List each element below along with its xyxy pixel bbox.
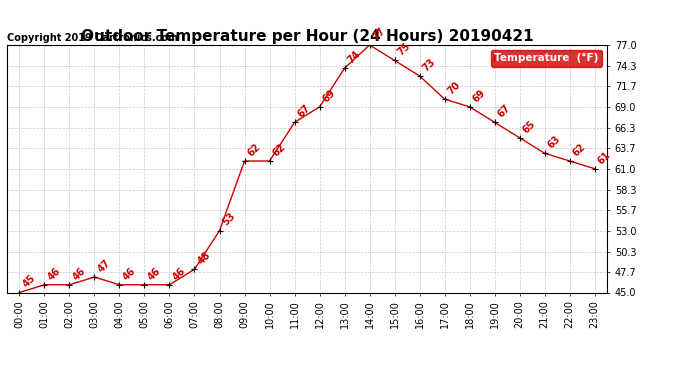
Text: 47: 47 bbox=[96, 258, 112, 274]
Text: 53: 53 bbox=[221, 211, 237, 228]
Text: 45: 45 bbox=[21, 273, 37, 290]
Text: 62: 62 bbox=[271, 142, 288, 158]
Text: 62: 62 bbox=[246, 142, 262, 158]
Text: 65: 65 bbox=[521, 118, 538, 135]
Text: 73: 73 bbox=[421, 57, 437, 73]
Text: 46: 46 bbox=[171, 266, 188, 282]
Text: 67: 67 bbox=[296, 103, 313, 120]
Legend: Temperature  (°F): Temperature (°F) bbox=[491, 50, 602, 66]
Text: 69: 69 bbox=[321, 87, 337, 104]
Title: Outdoor Temperature per Hour (24 Hours) 20190421: Outdoor Temperature per Hour (24 Hours) … bbox=[81, 29, 533, 44]
Text: 62: 62 bbox=[571, 142, 588, 158]
Text: 46: 46 bbox=[46, 266, 62, 282]
Text: 63: 63 bbox=[546, 134, 562, 150]
Text: 74: 74 bbox=[346, 49, 362, 65]
Text: Copyright 2019 Cartronics.com: Copyright 2019 Cartronics.com bbox=[7, 33, 178, 42]
Text: 46: 46 bbox=[146, 266, 162, 282]
Text: 67: 67 bbox=[496, 103, 513, 120]
Text: 77: 77 bbox=[371, 26, 388, 42]
Text: 69: 69 bbox=[471, 87, 488, 104]
Text: 70: 70 bbox=[446, 80, 462, 96]
Text: 75: 75 bbox=[396, 41, 413, 58]
Text: 48: 48 bbox=[196, 250, 213, 267]
Text: 46: 46 bbox=[71, 266, 88, 282]
Text: 46: 46 bbox=[121, 266, 137, 282]
Text: 61: 61 bbox=[596, 149, 613, 166]
